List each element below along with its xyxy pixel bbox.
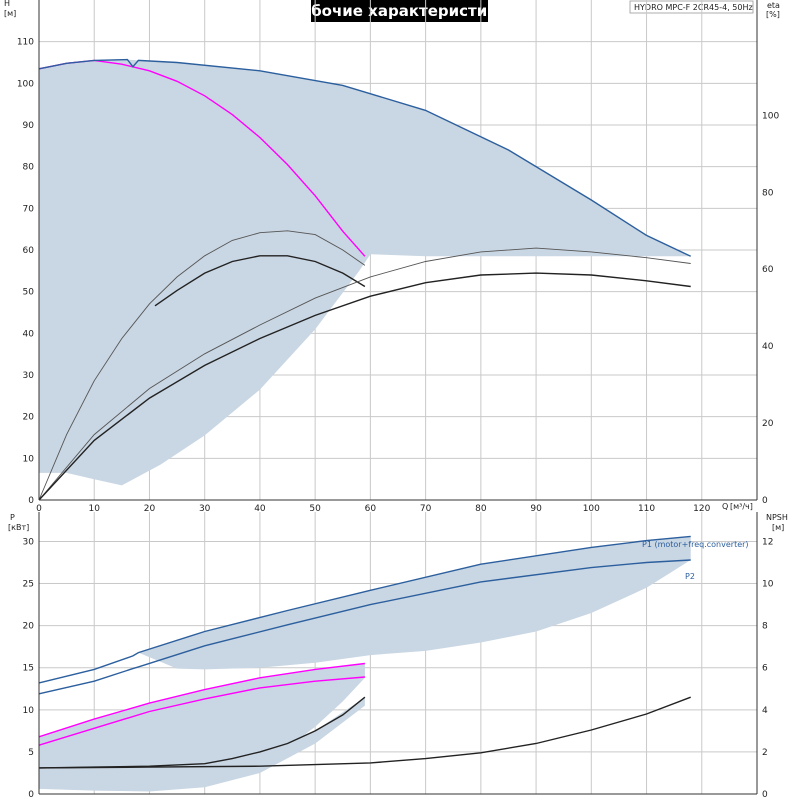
upper-left-tick: 60 [23, 246, 35, 256]
upper-right-tick: 40 [762, 342, 774, 352]
lower-left-tick: 10 [23, 706, 35, 716]
upper-q-tick: 60 [365, 504, 377, 514]
upper-left-tick: 30 [23, 371, 35, 381]
upper-q-tick: 120 [693, 504, 710, 514]
lower-operating-envelope [138, 536, 691, 670]
upper-q-tick: 70 [420, 504, 432, 514]
p2-label: P2 [685, 572, 695, 581]
lower-left-tick: 5 [28, 748, 34, 758]
p-axis-label: P [10, 513, 15, 522]
upper-envelopes [39, 59, 691, 486]
lower-curve-1 [38, 535, 691, 684]
q-axis-label: Q [722, 502, 728, 511]
upper-q-tick: 40 [254, 504, 266, 514]
upper-left-tick: 20 [23, 413, 35, 423]
p-axis-unit: [кВт] [8, 523, 29, 532]
lower-curve-6 [38, 696, 691, 769]
chart-title-box [311, 0, 488, 22]
upper-q-tick: 80 [475, 504, 487, 514]
upper-tick-labels: 0 10 20 30 40 50 60 70 80 90 100 110 0 20 40 60 80 100 0 10… [17, 38, 780, 514]
upper-q-tick: 10 [89, 504, 101, 514]
lower-right-tick: 10 [762, 580, 774, 590]
upper-q-tick: 20 [144, 504, 156, 514]
lower-left-tick: 30 [23, 537, 35, 547]
lower-left-tick: 20 [23, 622, 35, 632]
upper-right-tick: 60 [762, 265, 774, 275]
lower-left-tick: 15 [23, 664, 34, 674]
upper-curve-4 [154, 255, 366, 307]
lower-left-tick: 0 [28, 790, 34, 800]
model-label-box [629, 0, 754, 14]
model-label: HYDRO MPC-F 2CR45-4, 50Hz [634, 3, 753, 12]
npsh-axis-label: NPSH [766, 513, 788, 522]
q-axis-unit: [м³/ч] [730, 502, 753, 511]
upper-right-tick: 0 [762, 496, 768, 506]
upper-q-tick: 100 [583, 504, 600, 514]
upper-q-tick: 30 [199, 504, 211, 514]
upper-q-tick: 90 [530, 504, 542, 514]
upper-curves [38, 58, 691, 501]
upper-left-tick: 110 [17, 38, 34, 48]
npsh-axis-unit: [м] [772, 523, 784, 532]
lower-curves [38, 535, 691, 769]
upper-plot-area: 0 10 20 30 40 50 60 70 80 90 100 110 0 20 40 60 80 100 0 10… [17, 0, 780, 514]
upper-left-tick: 40 [23, 329, 35, 339]
lower-curve-2 [38, 559, 691, 695]
p1-label: P1 (motor+freq.converter) [642, 540, 749, 549]
upper-q-tick: 50 [309, 504, 321, 514]
upper-right-tick: 100 [762, 111, 779, 121]
upper-left-tick: 50 [23, 288, 35, 298]
upper-left-tick: 0 [28, 496, 34, 506]
lower-curve-3 [38, 662, 365, 738]
chart-title: Рабочие характеристики [290, 2, 508, 20]
upper-q-tick: 110 [638, 504, 655, 514]
lower-tick-labels: 0 5 10 15 20 25 30 0 2 4 6 8 10 12 [23, 537, 774, 800]
lower-left-tick: 25 [23, 580, 34, 590]
h-axis-unit: [м] [4, 9, 16, 18]
upper-right-tick: 80 [762, 188, 774, 198]
lower-right-tick: 0 [762, 790, 768, 800]
lower-right-tick: 6 [762, 664, 768, 674]
eta-axis-unit: [%] [766, 10, 780, 19]
upper-curve-2 [38, 58, 691, 257]
lower-right-tick: 2 [762, 748, 768, 758]
lower-right-tick: 12 [762, 537, 773, 547]
upper-q-tick: 0 [36, 504, 42, 514]
upper-left-tick: 80 [23, 163, 35, 173]
upper-curve-5 [38, 247, 691, 501]
lower-curve-4 [38, 676, 365, 746]
upper-left-tick: 70 [23, 204, 35, 214]
upper-left-tick: 100 [17, 79, 34, 89]
upper-left-tick: 90 [23, 121, 35, 131]
lower-plot-area: 0 5 10 15 20 25 30 0 2 4 6 8 10 12 [23, 512, 774, 800]
lower-right-tick: 4 [762, 706, 768, 716]
eta-axis-label: eta [767, 1, 780, 10]
lower-operating-envelope [39, 663, 365, 788]
upper-curve-6 [38, 272, 691, 501]
h-axis-label: H [4, 0, 10, 8]
lower-right-tick: 8 [762, 622, 768, 632]
upper-left-tick: 10 [23, 454, 35, 464]
upper-curve-3 [38, 230, 366, 501]
upper-right-tick: 20 [762, 419, 774, 429]
upper-operating-envelope [39, 59, 691, 486]
